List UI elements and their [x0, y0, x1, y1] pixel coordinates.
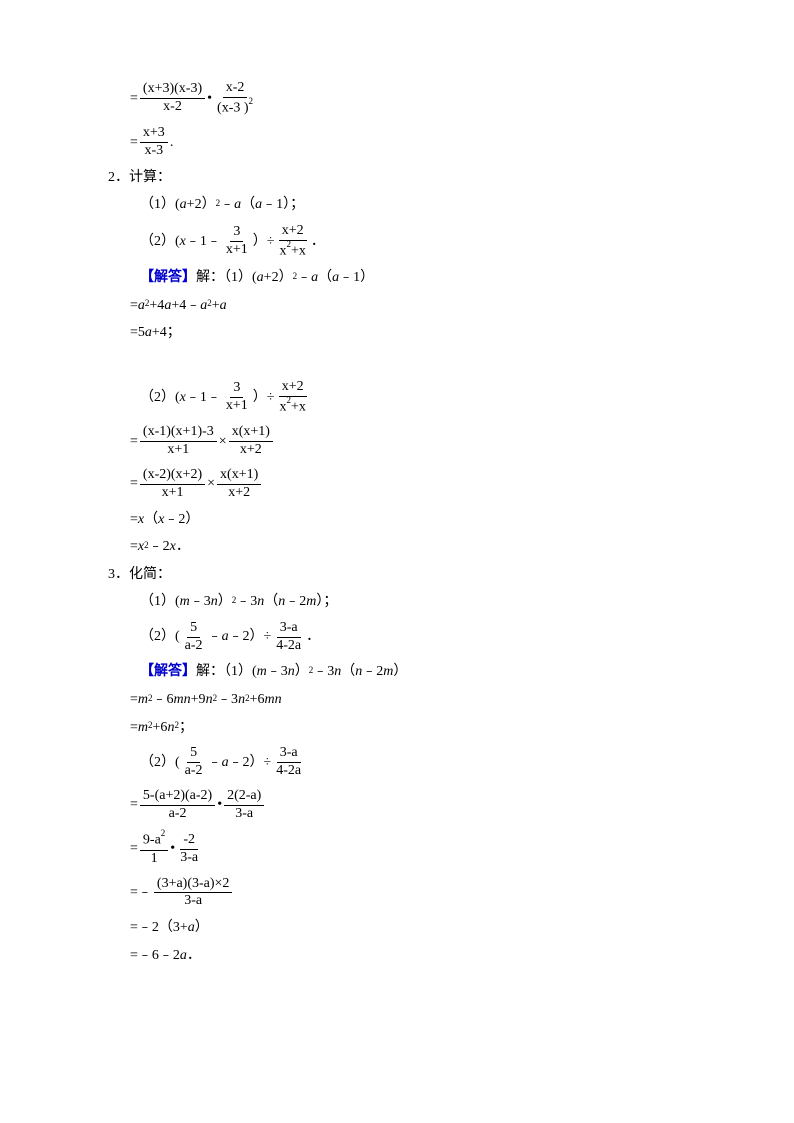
p2-s1: =a2+4a+4﹣a2+a: [130, 296, 794, 316]
p3-s1: =m2﹣6mn+9n2﹣3n2+6mn: [130, 690, 794, 710]
p2-s5: =x（x﹣2）: [130, 510, 794, 530]
p2-s4: = (x-2)(x+2)x+1 × x(x+1)x+2: [130, 467, 794, 502]
answer-label: 【解答】: [140, 268, 196, 288]
frac-num: x-2: [223, 80, 248, 98]
eq-sign: =: [130, 133, 138, 153]
dot: •: [207, 89, 212, 109]
fraction: x-2 (x-3 )2: [214, 80, 256, 117]
p3-s4: = 9-a21 • -23-a: [130, 830, 794, 867]
frac-num: (x+3)(x-3): [140, 81, 205, 99]
p3-q1: （1）(m﹣3n）2﹣3n（n﹣2m）；: [140, 592, 794, 612]
eq-sign: =: [130, 89, 138, 109]
fraction: (x+3)(x-3) x-2: [140, 81, 205, 116]
p1-step1: = (x+3)(x-3) x-2 • x-2 (x-3 )2: [130, 80, 794, 117]
p3-answer-header: 【解答】解：（1）(m﹣3n）2﹣3n（n﹣2m）: [140, 662, 794, 682]
fraction: x+3 x-3: [140, 125, 168, 160]
frac-num: x+3: [140, 125, 168, 143]
math-document-page: = (x+3)(x-3) x-2 • x-2 (x-3 )2 = x+3 x-3…: [0, 0, 794, 965]
frac-den: x-3: [142, 143, 167, 160]
p2-s3: = (x-1)(x+1)-3x+1 × x(x+1)x+2: [130, 424, 794, 459]
p3-s5: =﹣ (3+a)(3-a)×23-a: [130, 876, 794, 911]
frac-den: x-2: [160, 99, 185, 116]
p2-q2-repeat: （2）(x﹣1﹣ 3x+1 ）÷ x+2x2+x: [140, 379, 794, 416]
frac-den: (x-3 )2: [214, 98, 256, 117]
p3-s6: =﹣2（3+a）: [130, 918, 794, 938]
p3-s3: = 5-(a+2)(a-2)a-2 • 2(2-a)3-a: [130, 788, 794, 823]
p3-s2: =m2+6n2；: [130, 718, 794, 738]
p2-q1: （1）(a+2）2﹣a（a﹣1）；: [140, 195, 794, 215]
answer-label: 【解答】: [140, 662, 196, 682]
p2-answer-header: 【解答】解：（1）(a+2）2﹣a（a﹣1）: [140, 268, 794, 288]
p3-q2: （2）( 5a-2 ﹣a﹣2）÷ 3-a4-2a ．: [140, 620, 794, 655]
p3-q2-repeat: （2）( 5a-2 ﹣a﹣2）÷ 3-a4-2a: [140, 745, 794, 780]
p2-q2: （2）(x﹣1﹣ 3x+1 ）÷ x+2x2+x ．: [140, 223, 794, 260]
p2-s2: =5a+4；: [130, 323, 794, 343]
p2-header: 2．计算：: [108, 168, 794, 188]
p1-step2: = x+3 x-3 .: [130, 125, 794, 160]
p3-s7: =﹣6﹣2a．: [130, 946, 794, 966]
period: .: [170, 133, 174, 153]
p2-s6: =x2﹣2x．: [130, 537, 794, 557]
p3-header: 3．化简：: [108, 565, 794, 585]
